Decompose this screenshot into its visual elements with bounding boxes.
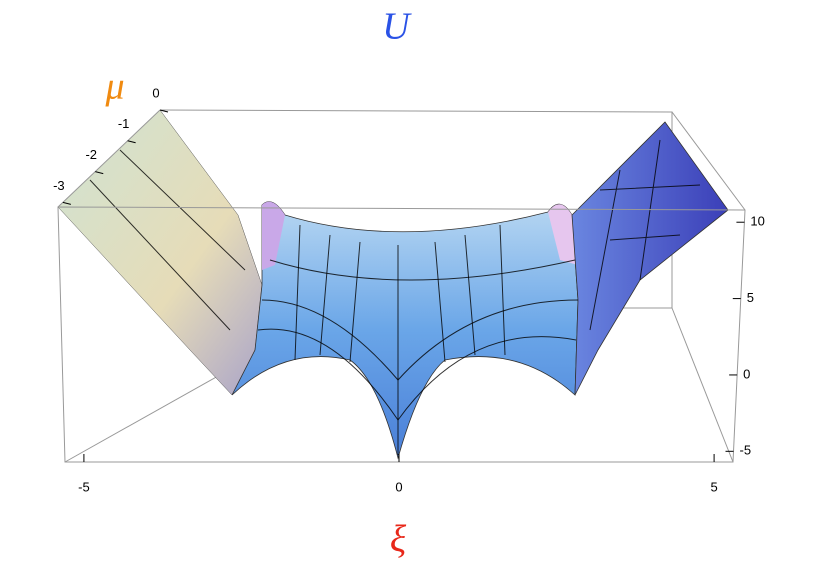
z-tick-label: 5 — [747, 290, 754, 305]
y-tick-label: 0 — [152, 85, 159, 100]
y-tick — [159, 109, 169, 113]
z-tick-label: 0 — [743, 366, 750, 381]
y-tick-label: -3 — [53, 178, 65, 193]
z-tick-label: 10 — [750, 214, 764, 229]
y-tick-label: -2 — [85, 147, 97, 162]
x-axis-label: ξ — [390, 519, 407, 561]
y-axis-label: μ — [104, 66, 124, 108]
chart-title: U — [382, 6, 412, 48]
z-tick-label: -5 — [740, 443, 752, 458]
y-tick-label: -1 — [118, 116, 130, 131]
y-tick — [62, 201, 71, 205]
y-tick — [95, 171, 104, 175]
y-tick — [127, 140, 136, 144]
x-tick-label: 0 — [395, 479, 402, 494]
x-tick-label: 5 — [710, 479, 717, 494]
x-tick-label: -5 — [78, 479, 90, 494]
surface — [57, 109, 729, 460]
